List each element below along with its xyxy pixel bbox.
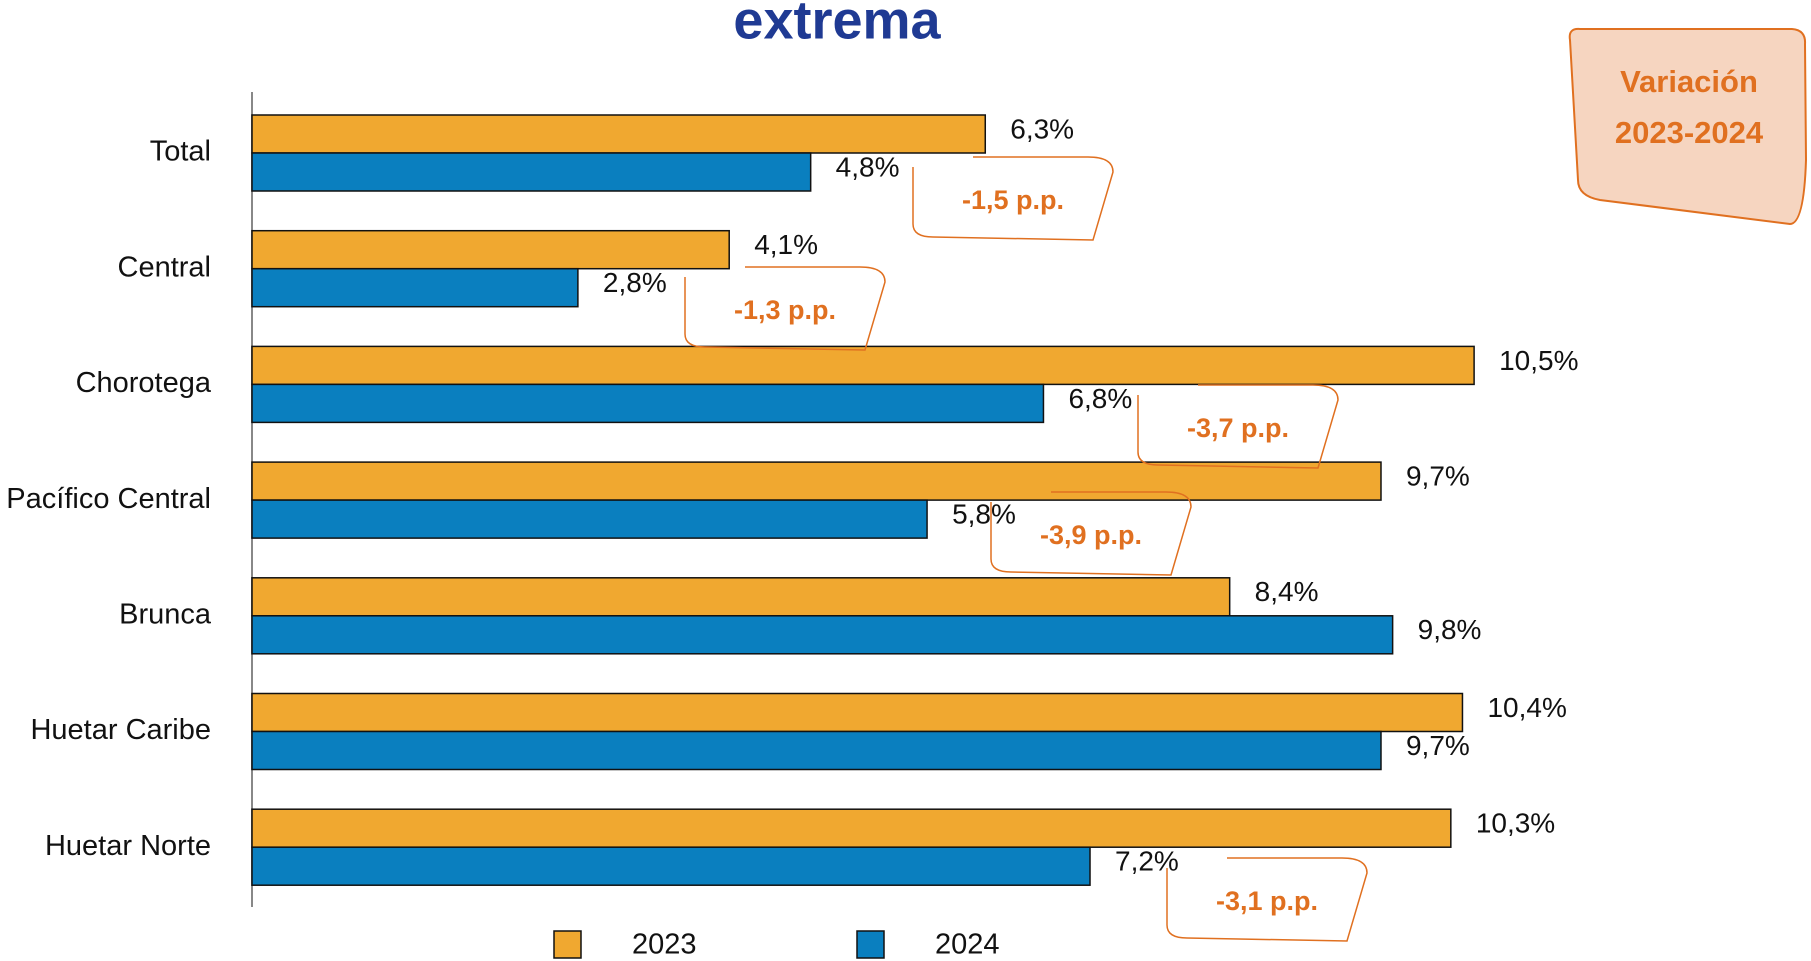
annotation: -3,9 p.p. — [1040, 520, 1142, 550]
bar — [251, 345, 1475, 386]
data-label: 9,8% — [1418, 614, 1482, 645]
annotation-box — [684, 266, 886, 351]
y-tick-label: Total — [150, 136, 211, 168]
bar — [251, 461, 1382, 501]
data-label: 7,2% — [1115, 846, 1179, 877]
badge-text: 2023-2024 — [1615, 115, 1764, 150]
bar — [251, 577, 1231, 617]
annotation: -3,7 p.p. — [1187, 413, 1289, 443]
y-tick-label: Pacífico Central — [6, 483, 211, 515]
bar — [251, 730, 1382, 771]
annotation-box — [1166, 857, 1368, 942]
bar — [251, 229, 730, 270]
data-label: 9,7% — [1406, 460, 1470, 491]
annotation-box — [1137, 384, 1339, 469]
legend-swatch — [856, 930, 885, 959]
annotation: -3,1 p.p. — [1216, 886, 1318, 916]
y-tick-label: Chorotega — [76, 367, 212, 399]
bar — [251, 383, 1045, 424]
data-label: 10,5% — [1499, 345, 1578, 376]
annotation-box — [912, 156, 1114, 241]
annotation: -1,3 p.p. — [734, 295, 836, 325]
y-tick-label: Huetar Norte — [45, 830, 211, 862]
bar — [251, 808, 1452, 848]
data-label: 10,3% — [1476, 808, 1555, 839]
data-label: 2,8% — [603, 267, 667, 298]
annotation-box — [990, 491, 1192, 576]
bar — [251, 846, 1091, 886]
data-label: 5,8% — [952, 498, 1016, 529]
y-tick-label: Brunca — [119, 598, 212, 630]
bar — [251, 692, 1464, 733]
legend-label: 2024 — [935, 929, 1000, 961]
badge-text: Variación — [1620, 64, 1758, 99]
legend-swatch — [553, 930, 582, 959]
data-label: 10,4% — [1487, 692, 1566, 723]
y-tick-label: Central — [118, 251, 212, 283]
badge-box — [1568, 27, 1808, 226]
legend-label: 2023 — [632, 929, 697, 961]
data-label: 8,4% — [1255, 576, 1319, 607]
data-label: 9,7% — [1406, 730, 1470, 761]
data-label: 6,8% — [1068, 383, 1132, 414]
data-label: 4,8% — [836, 151, 900, 182]
bar — [251, 114, 987, 154]
annotation: -1,5 p.p. — [962, 185, 1064, 215]
data-label: 4,1% — [754, 229, 818, 260]
bar — [251, 267, 579, 308]
chart-title: extrema — [733, 0, 941, 50]
data-label: 6,3% — [1010, 113, 1074, 144]
bar — [251, 499, 928, 539]
bar — [251, 152, 812, 192]
bar — [251, 615, 1394, 655]
y-tick-label: Huetar Caribe — [30, 714, 211, 746]
